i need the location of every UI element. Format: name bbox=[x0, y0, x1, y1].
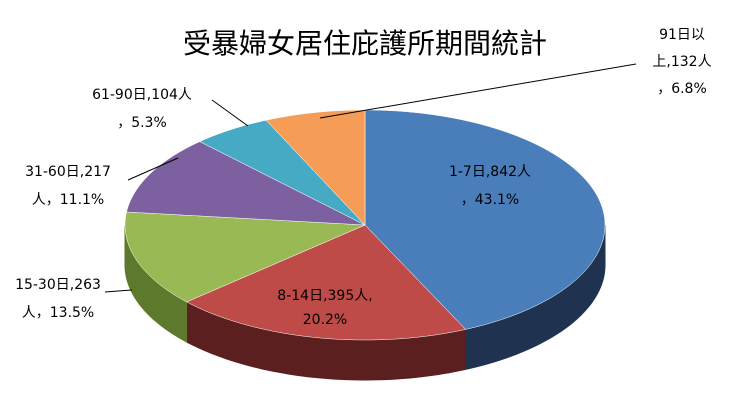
data-label: 上,132人 bbox=[652, 54, 711, 70]
pie-slice bbox=[199, 119, 366, 226]
leader-line bbox=[104, 289, 133, 293]
data-label: ，5.3% bbox=[117, 115, 167, 131]
pie-slice bbox=[124, 211, 366, 303]
data-label: 31-60日,217 bbox=[25, 164, 111, 180]
pie-slice bbox=[126, 141, 366, 226]
data-label: 15-30日,263 bbox=[15, 277, 101, 293]
data-label: ，6.8% bbox=[657, 81, 707, 97]
data-label: 人，13.5% bbox=[22, 305, 94, 321]
pie-slice bbox=[265, 109, 366, 226]
chart-title: 受暴婦女居住庇護所期間統計 bbox=[183, 27, 547, 60]
pie-slice bbox=[364, 109, 606, 330]
data-label: 8-14日,395人, bbox=[277, 288, 372, 304]
data-label: 20.2% bbox=[303, 312, 347, 328]
leader-line bbox=[127, 157, 179, 181]
leader-line bbox=[211, 99, 249, 127]
data-label: 人，11.1% bbox=[32, 192, 104, 208]
pie-slice bbox=[186, 224, 467, 341]
data-label: 1-7日,842人 bbox=[449, 164, 531, 180]
data-label: 91日以 bbox=[659, 27, 705, 43]
leader-line bbox=[319, 63, 637, 119]
data-label: ，43.1% bbox=[461, 192, 519, 208]
data-label: 61-90日,104人 bbox=[92, 87, 192, 103]
